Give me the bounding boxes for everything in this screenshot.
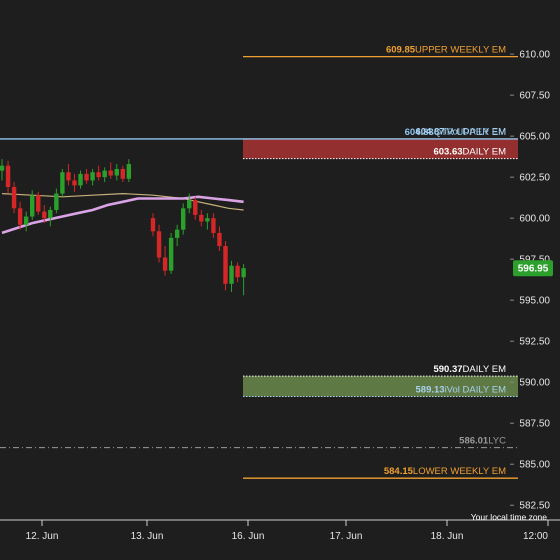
- candle-body-12: [72, 180, 77, 186]
- level-name-qtr_upper: QTR UPPER EM: [434, 127, 506, 138]
- y-tick-label-5: 597.50: [519, 255, 550, 266]
- level-name-lower_weekly: LOWER WEEKLY EM: [413, 466, 506, 477]
- y-tick-label-2: 605.00: [519, 132, 550, 143]
- y-tick-label-0: 610.00: [519, 50, 550, 61]
- candle-body-18: [108, 170, 113, 176]
- zone-lower_zone: [243, 376, 518, 397]
- candle-body-15: [90, 172, 95, 181]
- y-tick-label-7: 592.50: [519, 337, 550, 348]
- level-name-ivol_lower: iVol DAILY EM: [445, 384, 507, 395]
- x-tick-label-4: 18. Jun: [431, 531, 464, 542]
- candle-body-8: [48, 209, 53, 219]
- level-value-daily_lower: 590.37: [433, 364, 462, 375]
- level-value-ivol_lower: 589.13: [416, 384, 445, 395]
- level-value-ivol_upper: 604.87: [416, 126, 445, 137]
- candle-body-30: [199, 214, 204, 222]
- candle-body-13: [78, 173, 83, 186]
- candle-body-31: [205, 218, 210, 222]
- candle-body-6: [36, 195, 41, 212]
- level-name-ivol_upper: iVol DAILY EM: [445, 126, 507, 137]
- candle-body-7: [42, 211, 47, 219]
- moving-average-layer: [1, 192, 244, 235]
- candle-body-10: [60, 172, 65, 194]
- y-axis: 610.00 607.50 605.00 602.50 600.00 597.50 595.…: [510, 50, 550, 512]
- level-label-lower_weekly: 584.15LOWER WEEKLY EM: [384, 466, 506, 477]
- candle-body-24: [162, 257, 168, 271]
- level-value-lyc: 586.01: [459, 436, 489, 447]
- y-tick-label-8: 590.00: [519, 378, 550, 389]
- x-tick-label-2: 16. Jun: [232, 531, 265, 542]
- x-tick-label-5: 12:00: [523, 531, 548, 542]
- y-tick-label-11: 582.50: [519, 501, 550, 512]
- timezone-note: Your local time zone: [471, 512, 548, 522]
- ma-line-tan: [1, 192, 244, 211]
- y-tick-label-4: 600.00: [519, 214, 550, 225]
- candle-body-20: [120, 168, 125, 179]
- level-label-ivol_lower: 589.13iVol DAILY EM: [416, 384, 507, 395]
- level-label-upper_weekly: 609.85UPPER WEEKLY EM: [386, 45, 506, 56]
- candle-body-27: [181, 208, 186, 230]
- level-label-lyc: 586.01LYC: [459, 436, 506, 447]
- candle-body-19: [114, 168, 119, 176]
- candle-body-0: [0, 165, 5, 171]
- candle-body-2: [11, 187, 17, 209]
- y-tick-label-9: 587.50: [519, 419, 550, 430]
- candle-body-23: [156, 231, 162, 258]
- ma-line-purple: [1, 195, 244, 235]
- candle-body-22: [150, 218, 156, 232]
- level-name-lyc: LYC: [488, 436, 506, 447]
- level-label-ivol_upper: 604.87iVol DAILY EM: [416, 126, 507, 137]
- candle-body-28: [187, 200, 192, 209]
- zones-layer: [243, 138, 518, 397]
- candle-body-29: [193, 200, 198, 215]
- level-name-daily_upper: DAILY EM: [463, 147, 507, 158]
- candle-body-34: [223, 246, 228, 284]
- candle-body-35: [229, 265, 234, 284]
- level-value-upper_weekly: 609.85: [386, 45, 416, 56]
- candle-body-9: [54, 193, 59, 210]
- levels-layer: [0, 55, 518, 479]
- candle-body-25: [168, 237, 174, 271]
- x-tick-label-1: 13. Jun: [131, 531, 164, 542]
- candle-body-36: [235, 265, 240, 278]
- candles-layer: [0, 159, 246, 296]
- level-value-qtr_upper: 604.83: [405, 127, 434, 138]
- candle-body-37: [241, 268, 246, 278]
- current-price-badge-bg: [513, 260, 553, 277]
- level-label-daily_upper: 603.63DAILY EM: [433, 147, 506, 158]
- candle-body-21: [126, 164, 132, 179]
- candle-body-32: [211, 218, 216, 233]
- candle-body-1: [5, 165, 11, 188]
- candle-body-33: [217, 232, 222, 247]
- y-tick-label-6: 595.00: [519, 296, 550, 307]
- level-label-qtr_upper: 604.83QTR UPPER EM: [405, 127, 506, 138]
- level-name-daily_lower: DAILY EM: [463, 364, 507, 375]
- level-label-daily_lower: 590.37DAILY EM: [433, 364, 506, 375]
- x-tick-label-3: 17. Jun: [330, 531, 363, 542]
- current-price-badge: 596.95: [513, 260, 553, 277]
- candle-body-4: [23, 216, 29, 225]
- y-tick-label-3: 602.50: [519, 173, 550, 184]
- zone-upper_zone: [243, 138, 518, 159]
- candle-body-14: [84, 173, 89, 181]
- level-value-lower_weekly: 584.15: [384, 466, 414, 477]
- candle-body-17: [102, 170, 107, 178]
- candle-body-3: [17, 208, 23, 225]
- candle-body-26: [174, 229, 180, 238]
- x-tick-label-0: 12. Jun: [26, 531, 59, 542]
- current-price-label: 596.95: [518, 264, 549, 275]
- y-tick-label-1: 607.50: [519, 91, 550, 102]
- level-name-upper_weekly: UPPER WEEKLY EM: [415, 45, 506, 56]
- candle-body-11: [66, 172, 71, 181]
- y-tick-label-10: 585.00: [519, 460, 550, 471]
- level-value-daily_upper: 603.63: [433, 147, 462, 158]
- x-axis: 12. Jun 13. Jun 16. Jun 17. Jun 18. Jun 12:00: [0, 519, 560, 542]
- candle-body-5: [30, 195, 35, 217]
- candle-body-16: [96, 172, 101, 178]
